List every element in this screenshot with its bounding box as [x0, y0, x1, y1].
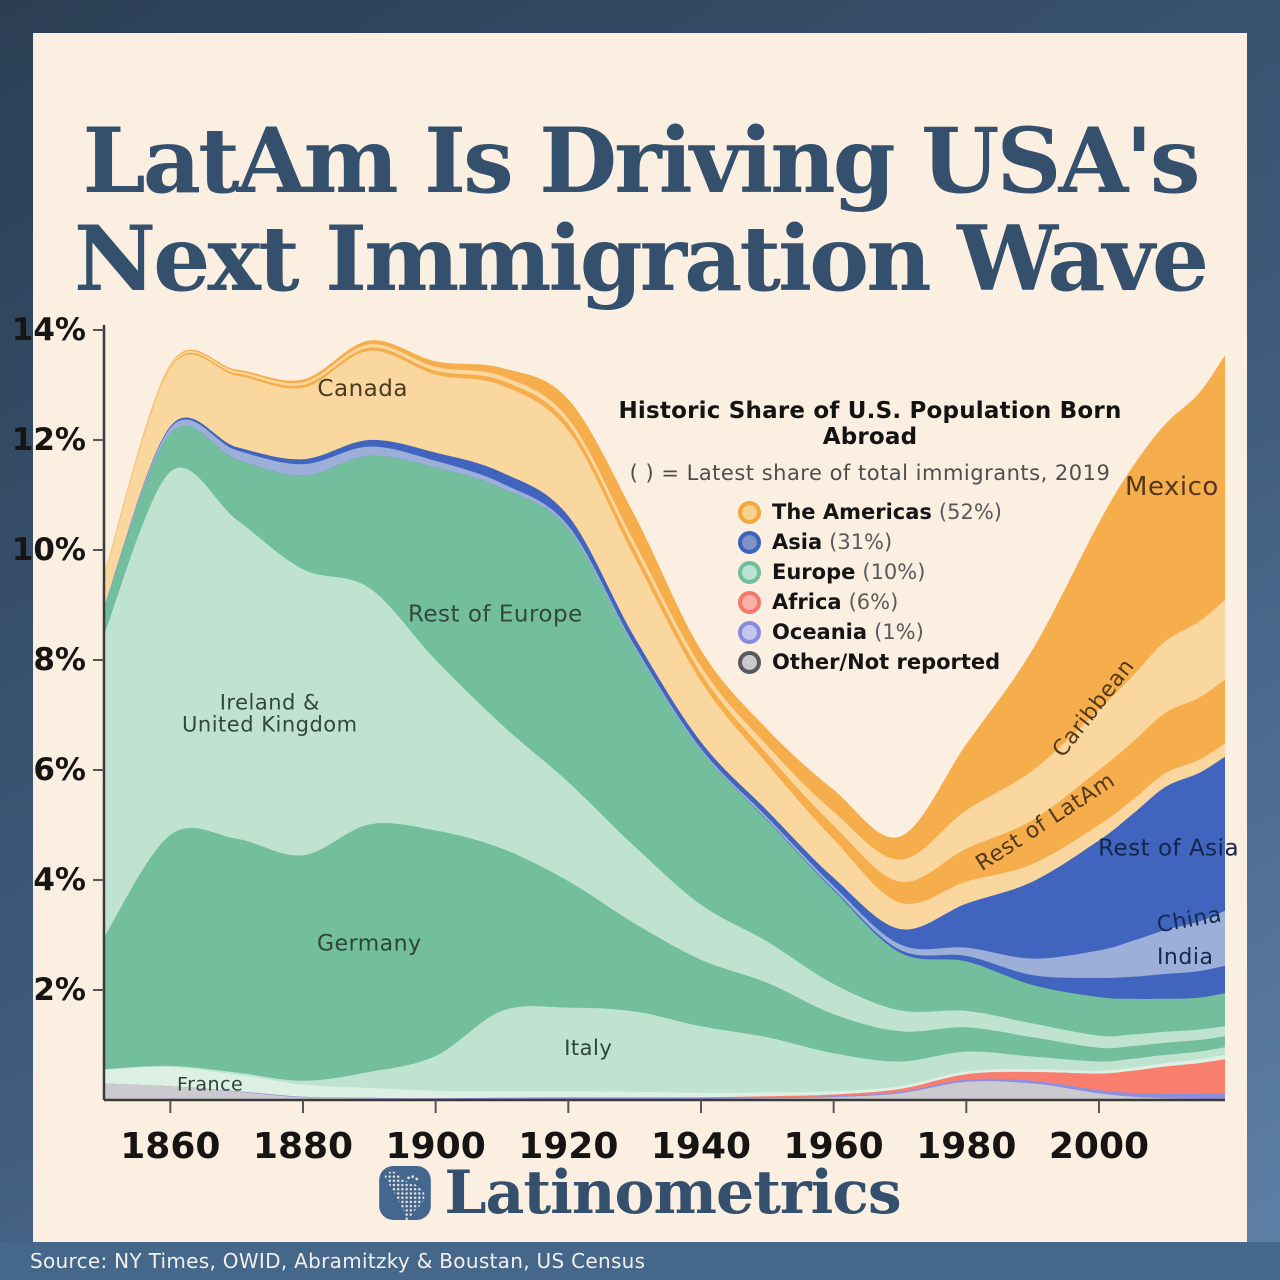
- legend-swatch-icon: [738, 650, 762, 674]
- legend-share: (6%): [848, 590, 899, 614]
- title-line-1: LatAm Is Driving USA's: [82, 108, 1200, 215]
- y-tick-label: 6%: [33, 752, 86, 788]
- area-label-india: India: [1157, 945, 1214, 970]
- area-label-rest-of-europe: Rest of Europe: [408, 602, 583, 628]
- legend-label: The Americas: [772, 500, 932, 524]
- legend-swatch-icon: [738, 620, 762, 644]
- x-tick-label: 1940: [651, 1126, 751, 1167]
- legend-swatch-icon: [738, 590, 762, 614]
- area-label-germany: Germany: [317, 931, 422, 956]
- legend-share: (1%): [874, 620, 924, 644]
- legend-share: (31%): [829, 530, 893, 554]
- area-label-ireland-: Ireland & United Kingdom: [182, 691, 358, 737]
- brand-wordmark: Latinometrics: [444, 1158, 901, 1228]
- legend-share: (52%): [938, 500, 1002, 524]
- legend-swatch-icon: [738, 500, 762, 524]
- y-tick-label: 14%: [12, 312, 86, 348]
- legend-label: Oceania: [772, 620, 868, 644]
- x-tick-label: 1960: [784, 1126, 884, 1167]
- legend-label: Europe: [772, 560, 856, 584]
- axes: 2% 4% 6% 8% 10% 12% 14% 1860 1880 1900 1920 1940 196…: [12, 312, 1225, 1167]
- legend-label: Other/Not reported: [772, 650, 1001, 674]
- area-other-not-reported: [104, 1081, 1225, 1100]
- legend-label: Africa: [772, 590, 842, 614]
- x-tick-label: 2000: [1049, 1126, 1149, 1167]
- legend-title: Historic Share of U.S. Population Born A…: [618, 398, 1122, 450]
- area-label-france: France: [177, 1074, 243, 1096]
- area-label-canada: Canada: [317, 376, 408, 402]
- y-tick-label: 2%: [33, 972, 86, 1008]
- stacked-areas: [104, 340, 1225, 1101]
- y-tick-label: 10%: [12, 532, 86, 568]
- legend: Historic Share of U.S. Population Born A…: [590, 398, 1150, 678]
- legend-swatch-icon: [738, 560, 762, 584]
- legend-item: Oceania (1%): [738, 617, 1002, 647]
- legend-swatch-icon: [738, 530, 762, 554]
- x-tick-label: 1880: [253, 1126, 353, 1167]
- legend-subtitle: ( ) = Latest share of total immigrants, …: [629, 461, 1111, 485]
- page-title: LatAm Is Driving USA's Next Immigration …: [0, 112, 1280, 308]
- legend-item: Europe (10%): [738, 557, 1002, 587]
- x-tick-label: 1920: [518, 1126, 618, 1167]
- area-label-rest-of-asia: Rest of Asia: [1098, 835, 1239, 861]
- legend-item: The Americas (52%): [738, 497, 1002, 527]
- area-germany: [104, 823, 1225, 1100]
- legend-item: Other/Not reported: [738, 647, 1002, 677]
- area-label-italy: Italy: [564, 1036, 612, 1060]
- area-label-mexico: Mexico: [1125, 472, 1219, 502]
- x-tick-label: 1860: [120, 1126, 220, 1167]
- y-tick-label: 12%: [12, 422, 86, 458]
- legend-item: Africa (6%): [738, 587, 1002, 617]
- x-tick-label: 1980: [916, 1126, 1016, 1167]
- footer-brand: Latinometrics: [0, 1158, 1280, 1228]
- y-tick-label: 8%: [33, 642, 86, 678]
- source-text: Source: NY Times, OWID, Abramitzky & Bou…: [30, 1249, 646, 1273]
- y-tick-label: 4%: [33, 862, 86, 898]
- latam-map-icon: [379, 1166, 432, 1220]
- x-tick-label: 1900: [386, 1126, 486, 1167]
- source-bar: Source: NY Times, OWID, Abramitzky & Bou…: [0, 1242, 1280, 1280]
- legend-share: (10%): [862, 560, 926, 584]
- title-line-2: Next Immigration Wave: [73, 206, 1209, 313]
- legend-item: Asia (31%): [738, 527, 1002, 557]
- legend-label: Asia: [772, 530, 823, 554]
- legend-items: The Americas (52%) Asia (31%) Europe (10%) Afr…: [738, 497, 1002, 677]
